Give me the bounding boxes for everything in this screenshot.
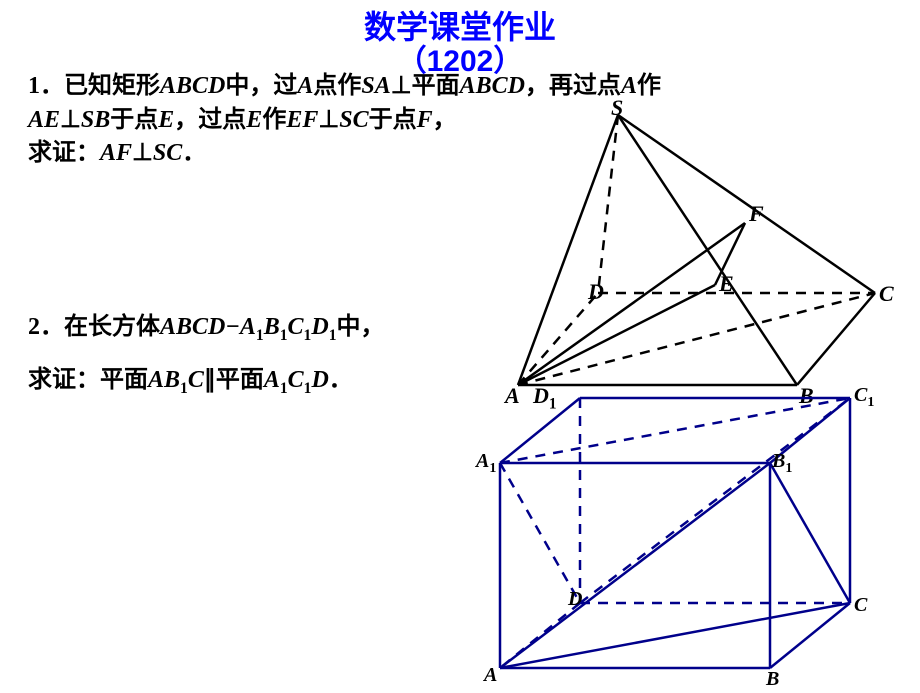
p1-text: 1．已知矩形	[28, 73, 160, 99]
p2-period: ．	[329, 367, 353, 393]
p1-abcd: ABCD	[160, 73, 225, 99]
p1-e2: E	[246, 107, 262, 133]
p1-prove: 求证：	[28, 140, 100, 166]
fig1-lbl-E: E	[719, 271, 734, 297]
fig2-lbl-A: A	[484, 664, 497, 687]
p1-text: 作	[637, 73, 661, 99]
p2-abcd: ABCD	[160, 314, 225, 340]
fig1-lbl-D: D	[588, 279, 604, 305]
fig1-lbl-C: C	[879, 281, 894, 307]
p2-prove: 求证：平面	[28, 367, 148, 393]
figure-1-pyramid: S A B C D E F D1	[385, 105, 905, 405]
fig2-lbl-C1: C1	[854, 384, 874, 411]
p1-text: ，过点	[174, 107, 246, 133]
p1-period: ．	[182, 140, 206, 166]
p2-b1: B1	[264, 314, 288, 340]
fig2-lbl-B1: B1	[772, 450, 792, 477]
fig1-lbl-S: S	[611, 95, 623, 121]
p1-ae: AE	[28, 107, 60, 133]
p1-sa: SA	[361, 73, 390, 99]
p1-perp: ⊥	[391, 73, 412, 99]
p2-plane2: 平面	[216, 367, 264, 393]
fig2-lbl-B: B	[766, 668, 779, 691]
figure-2-cuboid: A B C D A1 B1 C1	[440, 388, 880, 688]
p1-text: 于点	[110, 107, 158, 133]
p1-text: ，再过点	[525, 73, 621, 99]
p2-d1: D1	[311, 314, 336, 340]
p1-e: E	[158, 107, 174, 133]
p2-dash: −	[225, 314, 240, 340]
fig2-lbl-D: D	[568, 588, 582, 611]
p2-ab1c: AB1C	[148, 367, 204, 393]
p1-sc: SC	[339, 107, 368, 133]
p2-parallel: ∥	[204, 367, 216, 393]
p1-a2: A	[621, 73, 637, 99]
p1-text: 点作	[313, 73, 361, 99]
p1-ef: EF	[286, 107, 318, 133]
fig2-lbl-C: C	[854, 594, 867, 617]
p2-c1: C1	[288, 314, 312, 340]
p1-text: 中，过	[225, 73, 297, 99]
p2-a1: A1	[240, 314, 264, 340]
p1-af: AF	[100, 140, 132, 166]
p1-plane: 平面	[412, 73, 460, 99]
p1-perp: ⊥	[318, 107, 339, 133]
p1-abcd2: ABCD	[460, 73, 525, 99]
p2-text: 2．在长方体	[28, 314, 160, 340]
fig2-lbl-A1: A1	[476, 450, 496, 477]
p1-sb: SB	[81, 107, 110, 133]
p2-a1c1d: A1C1D	[264, 367, 329, 393]
page-title: 数学课堂作业	[0, 0, 920, 45]
p1-text: 作	[262, 107, 286, 133]
p1-sc2: SC	[153, 140, 182, 166]
p2-text: 中，	[336, 314, 384, 340]
p1-perp: ⊥	[132, 140, 153, 166]
fig1-lbl-F: F	[749, 201, 764, 227]
p1-perp: ⊥	[60, 107, 81, 133]
p1-a: A	[297, 73, 313, 99]
